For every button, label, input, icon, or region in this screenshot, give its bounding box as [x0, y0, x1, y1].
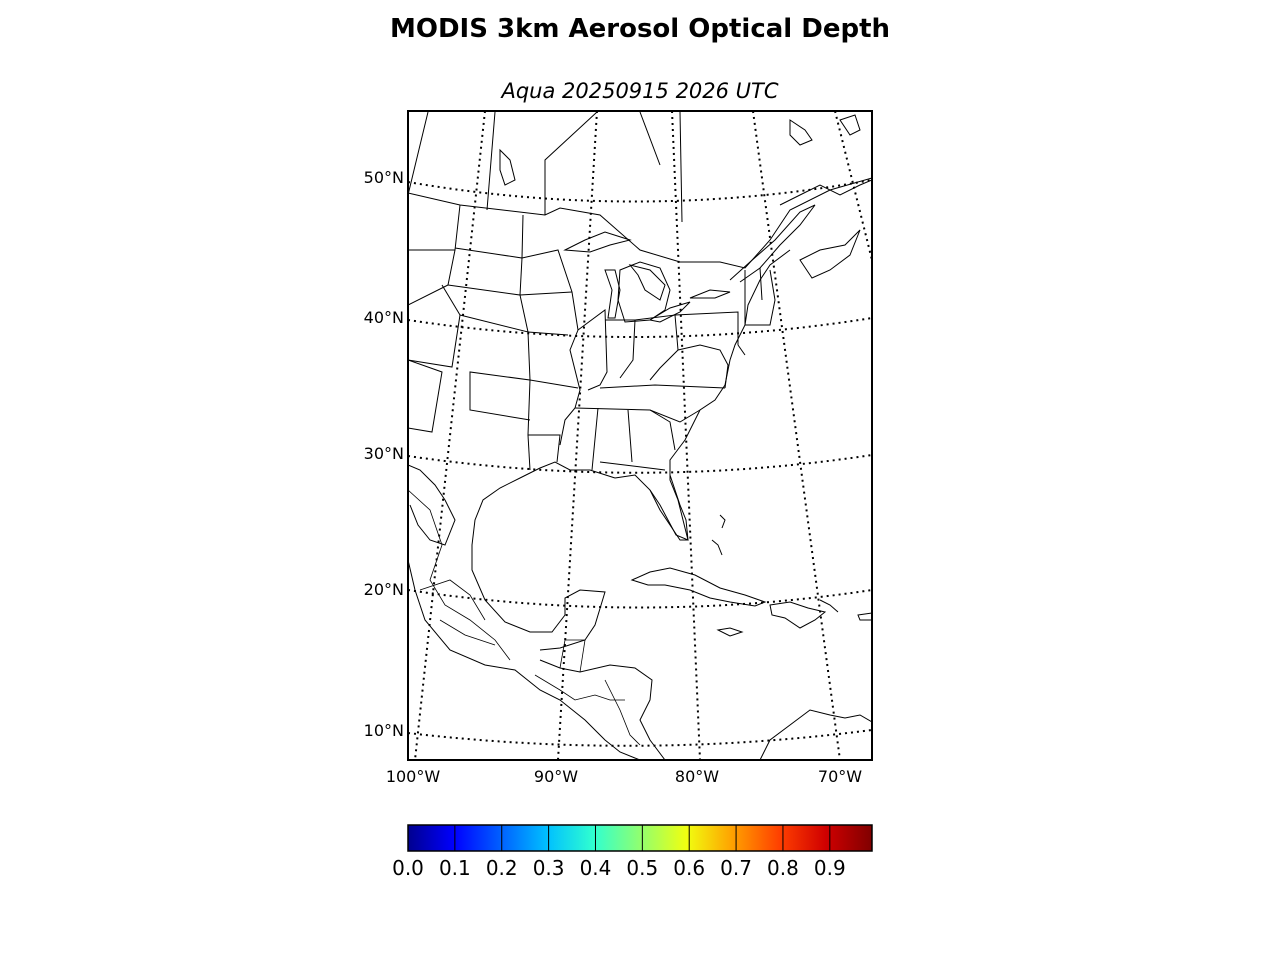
lake-huron: [628, 264, 666, 301]
colorbar-tick-label-0.5: 0.5: [626, 856, 659, 880]
nova-scotia: [799, 229, 861, 279]
meridian-60w: [834, 111, 872, 261]
colorbar-tick-label-0.1: 0.1: [438, 856, 471, 880]
michigan: [617, 261, 671, 323]
meridian-80w: [671, 111, 701, 760]
gulf-coast: [471, 461, 616, 651]
islands: [499, 114, 861, 613]
lon-label-100w: 100°W: [385, 767, 441, 786]
lat-label-10: 10°N: [363, 721, 404, 740]
lon-label-80w: 80°W: [674, 767, 720, 786]
lat-label-50: 50°N: [363, 168, 404, 187]
colorbar-tick-label-0.9: 0.9: [813, 856, 846, 880]
lon-label-70w: 70°W: [817, 767, 863, 786]
florida: [649, 474, 689, 541]
nw-mexico: [408, 464, 456, 546]
lat-label-20: 20°N: [363, 580, 404, 599]
mexico-pacific-coast: [408, 559, 641, 760]
hispaniola: [769, 601, 827, 629]
lake-superior: [563, 231, 632, 253]
colorbar-tick-label-0.7: 0.7: [720, 856, 752, 880]
cuba: [630, 567, 767, 607]
lake-erie: [648, 301, 691, 323]
colorbar-bar: [407, 824, 873, 852]
graticule: [408, 111, 872, 760]
lat-label-40: 40°N: [363, 308, 404, 327]
lat-label-30: 30°N: [363, 444, 404, 463]
north-border-lines: [408, 111, 683, 223]
meridian-100w: [414, 111, 486, 760]
colorbar-tick-label-0.4: 0.4: [579, 856, 612, 880]
map-title: MODIS 3km Aerosol Optical Depth: [389, 14, 891, 44]
colorbar-tick-label-0.3: 0.3: [532, 856, 565, 880]
coastlines: [408, 111, 872, 760]
map-area: [408, 111, 872, 760]
east-coast: [614, 249, 791, 541]
map-subtitle: Aqua 20250915 2026 UTC: [501, 79, 779, 103]
colorbar: [407, 824, 873, 852]
jamaica: [716, 627, 744, 637]
colorbar-tick-label-0.6: 0.6: [673, 856, 706, 880]
mexico-borders: [408, 489, 641, 746]
south-america-coast: [759, 709, 872, 760]
meridian-70w: [752, 111, 841, 760]
lon-label-90w: 90°W: [533, 767, 579, 786]
colorbar-tick-label-0.2: 0.2: [485, 856, 518, 880]
colorbar-tick-label-0.0: 0.0: [392, 856, 424, 880]
lake-michigan: [604, 269, 621, 319]
st-lawrence: [729, 204, 816, 283]
colorbar-tick-label-0.8: 0.8: [767, 856, 799, 880]
meridian-90w: [557, 111, 598, 760]
colorbar-ticks: [454, 825, 831, 851]
parallel-50n: [408, 179, 872, 203]
lake-ontario: [689, 289, 731, 299]
puerto-rico: [857, 612, 872, 621]
state-borders: [408, 204, 776, 471]
quebec-coast: [779, 179, 872, 206]
central-america: [539, 659, 666, 760]
map-frame: [407, 110, 873, 761]
